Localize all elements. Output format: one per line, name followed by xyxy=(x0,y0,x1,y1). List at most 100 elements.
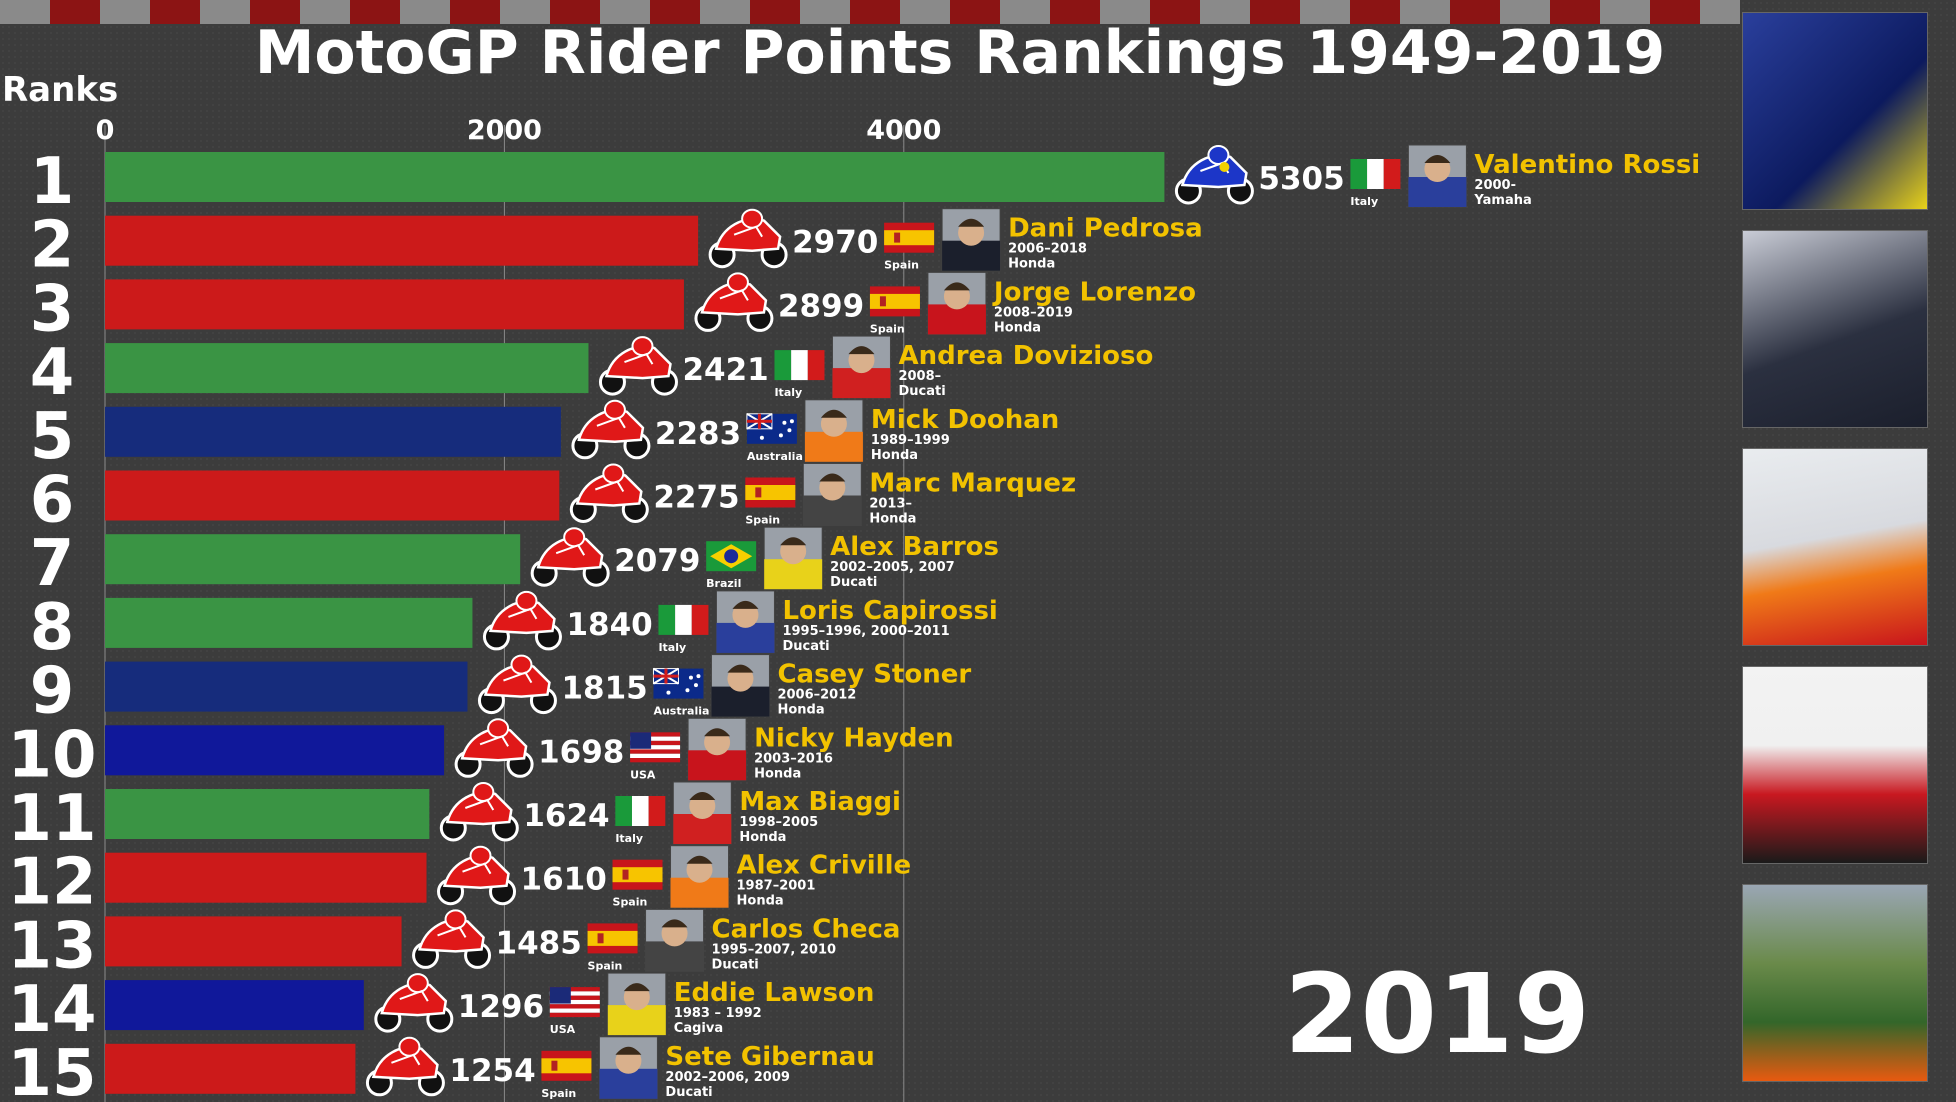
flag-icon xyxy=(652,667,704,699)
rank-label: 13 xyxy=(7,909,96,983)
motorcycle-icon xyxy=(439,782,519,842)
bar xyxy=(105,661,468,712)
points-label: 1698 xyxy=(538,734,624,770)
country-label: Spain xyxy=(870,322,905,335)
rank-label: 2 xyxy=(30,209,75,283)
motorcycle-icon xyxy=(374,973,454,1033)
country-label: Italy xyxy=(615,832,643,845)
rider-name: Casey Stoner xyxy=(777,660,971,690)
flag-icon xyxy=(587,923,638,954)
flag-icon xyxy=(774,350,825,381)
bar xyxy=(105,1043,356,1094)
checker-square xyxy=(0,0,50,24)
rider-avatar xyxy=(831,335,891,399)
bar xyxy=(105,279,684,330)
flag-icon xyxy=(745,477,796,508)
rider-years: 2006–2012 xyxy=(777,688,856,703)
rider-photo-lorenzo xyxy=(1742,448,1928,646)
checker-square xyxy=(1350,0,1400,24)
flag-icon xyxy=(549,987,600,1018)
checker-square xyxy=(1000,0,1050,24)
rider-team: Honda xyxy=(994,320,1041,335)
rider-team: Ducati xyxy=(782,639,829,654)
motorcycle-icon xyxy=(1174,145,1254,205)
rank-label: 7 xyxy=(30,527,75,601)
rider-team: Honda xyxy=(739,830,786,845)
rider-avatar xyxy=(1407,144,1467,208)
rider-photo-rossi xyxy=(1742,12,1928,210)
rank-label: 14 xyxy=(7,973,96,1047)
checker-square xyxy=(950,0,1000,24)
checkered-strip xyxy=(0,0,1740,24)
rank-label: 4 xyxy=(30,336,75,410)
motorcycle-icon xyxy=(477,654,557,715)
rider-name: Alex Barros xyxy=(830,532,999,562)
points-label: 1840 xyxy=(566,607,652,643)
motorcycle-icon xyxy=(482,590,562,651)
year-label: 2019 xyxy=(1284,950,1591,1078)
flag-icon xyxy=(615,796,666,826)
bar xyxy=(105,343,589,394)
checker-square xyxy=(400,0,450,24)
checker-square xyxy=(900,0,950,24)
motorcycle-icon xyxy=(694,272,774,332)
rider-team: Honda xyxy=(754,766,801,781)
checker-square xyxy=(100,0,150,24)
points-label: 2970 xyxy=(792,225,878,261)
rider-avatar xyxy=(687,717,747,781)
rider-name: Andrea Dovizioso xyxy=(898,341,1153,371)
checker-square xyxy=(1650,0,1700,24)
checker-square xyxy=(1500,0,1550,24)
bar xyxy=(105,406,561,457)
points-label: 1485 xyxy=(496,925,582,961)
points-label: 2079 xyxy=(614,543,700,579)
rider-avatar xyxy=(598,1036,658,1100)
points-label: 2283 xyxy=(655,416,741,452)
motorcycle-icon xyxy=(365,1036,445,1097)
country-label: Spain xyxy=(588,959,623,972)
flag-icon xyxy=(706,541,757,572)
bar-chart: 0 2000 4000 1 5305 Italy Valentino Rossi2000-Y… xyxy=(7,115,1700,1102)
checker-square xyxy=(1050,0,1100,24)
rank-label: 1 xyxy=(30,145,75,219)
rank-label: 6 xyxy=(30,464,75,538)
points-label: 1624 xyxy=(523,798,609,834)
checker-square xyxy=(150,0,200,24)
rider-name: Nicky Hayden xyxy=(754,723,954,753)
rider-years: 2013– xyxy=(869,497,912,512)
country-label: Italy xyxy=(774,386,802,399)
country-label: USA xyxy=(630,768,656,781)
ranks-axis-label: Ranks xyxy=(2,70,119,110)
country-label: Australia xyxy=(653,705,709,718)
checker-square xyxy=(1150,0,1200,24)
country-label: Italy xyxy=(658,641,686,654)
rider-name: Loris Capirossi xyxy=(782,596,997,626)
checker-square xyxy=(1250,0,1300,24)
rider-avatar xyxy=(941,208,1001,272)
bar xyxy=(105,215,699,266)
checker-square xyxy=(700,0,750,24)
rider-name: Mick Doohan xyxy=(871,405,1059,435)
checker-square xyxy=(1300,0,1350,24)
rank-label: 12 xyxy=(7,846,96,920)
bar xyxy=(105,725,445,776)
rider-avatar xyxy=(710,654,770,718)
rider-name: Dani Pedrosa xyxy=(1008,214,1203,244)
rider-avatar xyxy=(927,271,987,335)
country-label: Spain xyxy=(884,259,919,272)
rider-avatar xyxy=(802,463,862,526)
chart-title: MotoGP Rider Points Rankings 1949-2019 xyxy=(254,18,1666,88)
rider-photo-doohan xyxy=(1742,884,1928,1082)
checker-square xyxy=(500,0,550,24)
checker-square xyxy=(650,0,700,24)
